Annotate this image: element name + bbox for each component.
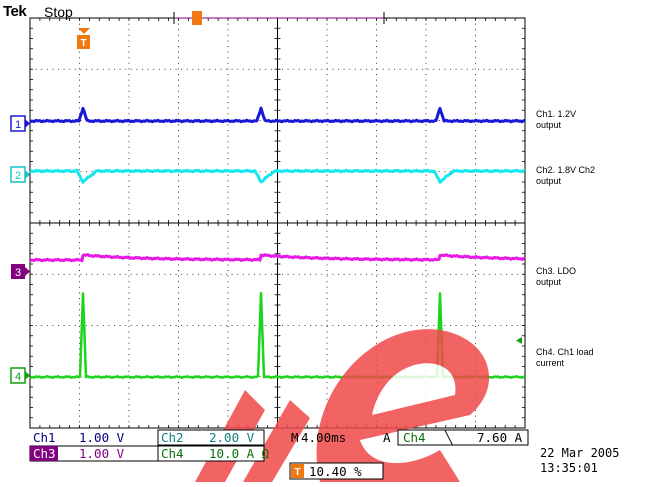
ch3-marker-icon[interactable]: 3 [11, 264, 30, 279]
ch1-readout-name[interactable]: Ch1 [33, 430, 56, 445]
ch2-label: Ch2. 1.8V Ch2 output [536, 165, 596, 186]
trigger-position-readout[interactable]: 10.40 % [309, 464, 362, 479]
capture-date: 22 Mar 2005 [540, 446, 620, 460]
svg-text:2: 2 [15, 170, 21, 182]
ch2-scale-readout[interactable]: 2.00 V [209, 430, 255, 445]
trigger-position-icon: T [77, 28, 90, 49]
ch4-label: Ch4. Ch1 load current [536, 347, 594, 368]
ch3-label: Ch3. LDO output [536, 266, 577, 287]
svg-text:4: 4 [15, 371, 21, 383]
ch2-readout-name[interactable]: Ch2 [161, 430, 184, 445]
trigger-level-arrow-icon [516, 337, 522, 344]
ch3-scale-readout[interactable]: 1.00 V [79, 446, 125, 461]
ch4-readout-name[interactable]: Ch4 [161, 446, 184, 461]
trigger-position-box-icon [291, 464, 304, 478]
trigger-mode: A [383, 430, 391, 445]
timebase-prefix: M [291, 430, 299, 445]
ch1-label: Ch1. 1.2V output [536, 109, 577, 130]
waveforms [29, 106, 526, 380]
ch1-marker-icon[interactable]: 1 [10, 115, 30, 132]
record-trigger-icon [192, 11, 202, 25]
svg-text:T: T [80, 38, 86, 49]
ch4-marker-icon[interactable]: 4 [10, 367, 30, 384]
timebase-readout[interactable]: 4.00ms [301, 430, 347, 445]
ch3-readout-name[interactable]: Ch3 [33, 446, 56, 461]
ch2-marker-icon[interactable]: 2 [10, 166, 30, 183]
ch1-scale-readout[interactable]: 1.00 V [79, 430, 125, 445]
trigger-level-readout[interactable]: 7.60 A [477, 430, 523, 445]
brand-logo: Tek [3, 3, 27, 20]
svg-text:T: T [294, 467, 300, 478]
trigger-source[interactable]: Ch4 [403, 430, 426, 445]
capture-time: 13:35:01 [540, 461, 598, 475]
trigger-slope-icon: ╲ [445, 430, 453, 445]
svg-text:1: 1 [15, 119, 21, 131]
svg-text:3: 3 [15, 267, 21, 279]
record-bar [173, 11, 385, 25]
acquisition-status: Stop [44, 4, 73, 20]
ch4-scale-readout[interactable]: 10.0 A Ω [209, 446, 270, 461]
